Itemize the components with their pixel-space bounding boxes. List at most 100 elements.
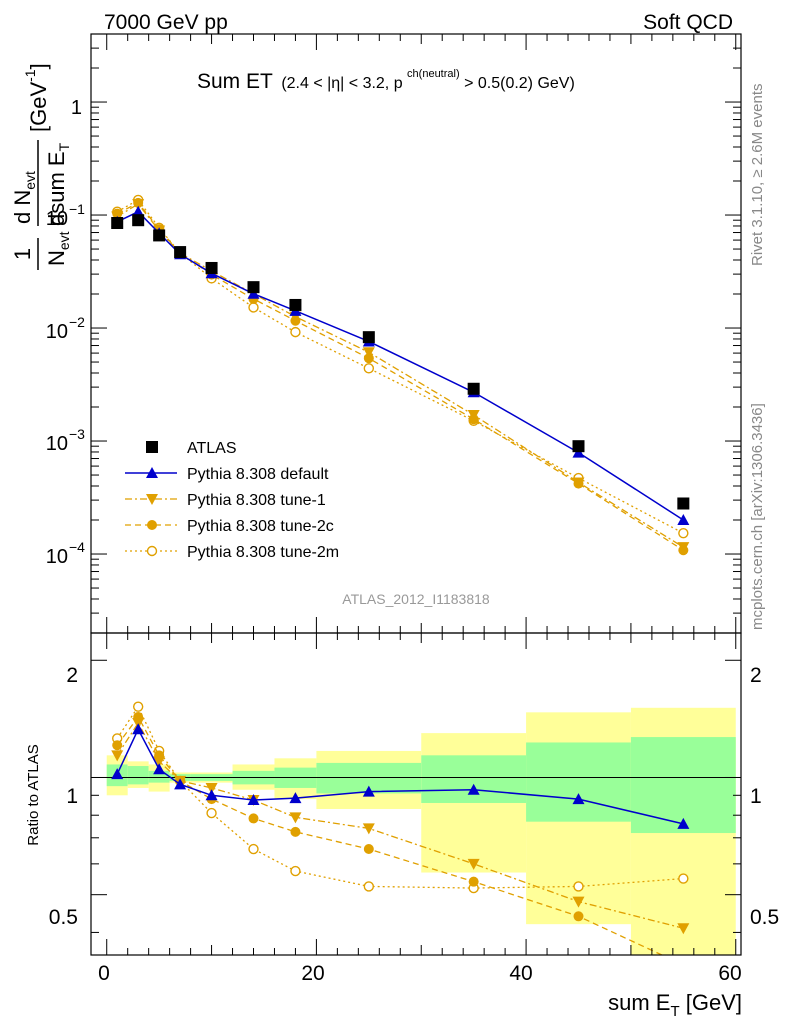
legend-entry-default: Pythia 8.308 default	[125, 466, 329, 483]
legend-label-default: Pythia 8.308 default	[187, 466, 329, 483]
ytick-label-0.01-exp: −2	[69, 314, 85, 330]
ylabel-unit-main: [GeV	[26, 82, 51, 132]
ylabel-d-den: dsum ET	[44, 142, 72, 226]
ylabel-unit-close: ]	[26, 63, 51, 69]
ylabel-frac-num: 1	[10, 248, 35, 260]
ratio-point-default	[247, 794, 260, 806]
point-default	[247, 287, 260, 299]
ratio-ytick-right-2: 2	[750, 664, 762, 687]
legend-marker-tune1	[146, 494, 158, 505]
ratio-point-tune1	[572, 896, 585, 908]
ratio-ytick-left-0.5: 0.5	[49, 906, 78, 929]
ytick-label-0.0001-base: 10	[46, 546, 68, 568]
legend-label-tune2m: Pythia 8.308 tune-2m	[187, 544, 339, 561]
point-tune1	[362, 347, 375, 359]
point-tune1	[677, 542, 690, 554]
xaxis-label-sub: T	[670, 1003, 679, 1020]
series-line-tune1	[116, 203, 684, 548]
ratio-ytick-left-2: 2	[66, 664, 78, 687]
legend-label-tune2c: Pythia 8.308 tune-2c	[187, 518, 334, 535]
point-data	[153, 229, 166, 242]
ratio-point-tune1	[153, 756, 166, 768]
legend-marker-data	[146, 441, 158, 453]
xtick-label-40: 40	[509, 962, 532, 985]
ratio-point-default	[153, 763, 166, 775]
ratio-panel: 2 1 0.5 2 1 0.5 Ratio to ATLAS	[25, 632, 779, 956]
ytick-label-1-base: 1	[71, 97, 82, 119]
ratio-point-default	[111, 768, 124, 780]
ratio-ylabel: Ratio to ATLAS	[25, 744, 42, 845]
point-data	[205, 261, 218, 274]
legend-marker-tune2c	[147, 520, 157, 530]
main-panel: 1 10 −1 10 −2 10 −3 10 −4 Sum ET (2.4 < …	[10, 33, 742, 634]
legend-marker-default	[146, 467, 158, 478]
point-data	[362, 331, 375, 344]
ytick-label-0.01: 10	[46, 321, 68, 343]
ratio-point-tune2m	[363, 881, 375, 892]
ytick-label-0.0001-exp: −4	[69, 539, 85, 555]
ratio-point-tune2c	[573, 911, 584, 922]
point-data	[132, 214, 145, 227]
ratio-band-inner	[127, 766, 149, 785]
mcplots-label: mcplots.cern.ch [arXiv:1306.3436]	[749, 403, 766, 630]
ratio-band-inner	[630, 737, 736, 834]
ratio-point-tune1	[111, 750, 124, 762]
main-series	[111, 194, 690, 556]
main-ytick-labels: 1 10 −1 10 −2 10 −3 10 −4	[46, 97, 85, 568]
main-title-main: Sum ET	[197, 70, 273, 93]
legend-entry-tune2m: Pythia 8.308 tune-2m	[125, 544, 339, 561]
ylabel-frac-den-sub: evt	[56, 231, 72, 250]
xaxis-label: sum ET [GeV]	[608, 990, 742, 1020]
point-data	[572, 440, 585, 453]
ylabel-d-num-sub: evt	[22, 171, 38, 190]
ratio-point-tune2c	[468, 876, 479, 887]
point-data	[174, 246, 187, 259]
ratio-point-default	[362, 785, 375, 797]
legend-entry-tune1: Pythia 8.308 tune-1	[125, 492, 326, 509]
legend-label-data: ATLAS	[187, 440, 237, 457]
ratio-band-inner	[421, 755, 527, 803]
ylabel-d-num-main: d N	[10, 190, 35, 224]
xaxis-label-main: sum E	[608, 990, 670, 1015]
point-tune2m	[248, 302, 259, 313]
main-ylabel: 1 Nevt d Nevt dsum ET [GeV-1]	[10, 63, 72, 270]
ratio-frame	[90, 632, 742, 956]
ratio-point-tune2m	[132, 701, 144, 712]
ratio-bands	[106, 707, 736, 955]
ylabel-frac-den: Nevt	[44, 231, 72, 266]
ratio-point-default	[289, 792, 302, 804]
ratio-point-default	[205, 789, 218, 801]
ratio-axis-ticks	[91, 633, 741, 955]
point-data	[467, 382, 480, 395]
main-title-tail: > 0.5(0.2) GeV)	[464, 75, 575, 92]
xaxis-label-unit: [GeV]	[680, 990, 742, 1015]
header-right: Soft QCD	[643, 11, 733, 34]
ylabel-d-den-main: dsum E	[44, 151, 69, 226]
ratio-ytick-right-0.5: 0.5	[750, 906, 779, 929]
ratio-point-tune1	[289, 812, 302, 824]
ytick-label-0.1-exp: −1	[69, 201, 85, 217]
ratio-point-default	[132, 723, 145, 735]
header-left: 7000 GeV pp	[104, 11, 228, 34]
ratio-point-tune2m	[678, 873, 689, 884]
ratio-point-default	[467, 783, 480, 795]
ratio-point-tune2c	[112, 740, 123, 751]
ratio-ytick-right-1: 1	[750, 785, 762, 808]
ylabel-d-num: d Nevt	[10, 171, 38, 224]
point-data	[289, 298, 302, 311]
point-tune1	[572, 477, 585, 489]
ylabel-unit-sup: -1	[22, 69, 38, 82]
ytick-label-0.001-base: 10	[46, 433, 68, 455]
ytick-label-0.1: 10	[46, 208, 68, 230]
ytick-label-1: 1	[71, 97, 82, 119]
ratio-point-default	[572, 793, 585, 805]
ratio-point-tune1	[467, 858, 480, 870]
point-tune2m	[363, 363, 375, 374]
ratio-point-tune1	[205, 782, 218, 794]
series-line-tune2m	[116, 199, 684, 534]
point-tune2m	[290, 326, 301, 338]
ratio-point-tune2c	[363, 844, 374, 855]
ratio-point-tune2m	[206, 807, 217, 819]
ratio-ytick-left-1: 1	[66, 785, 78, 808]
point-data	[677, 497, 690, 510]
